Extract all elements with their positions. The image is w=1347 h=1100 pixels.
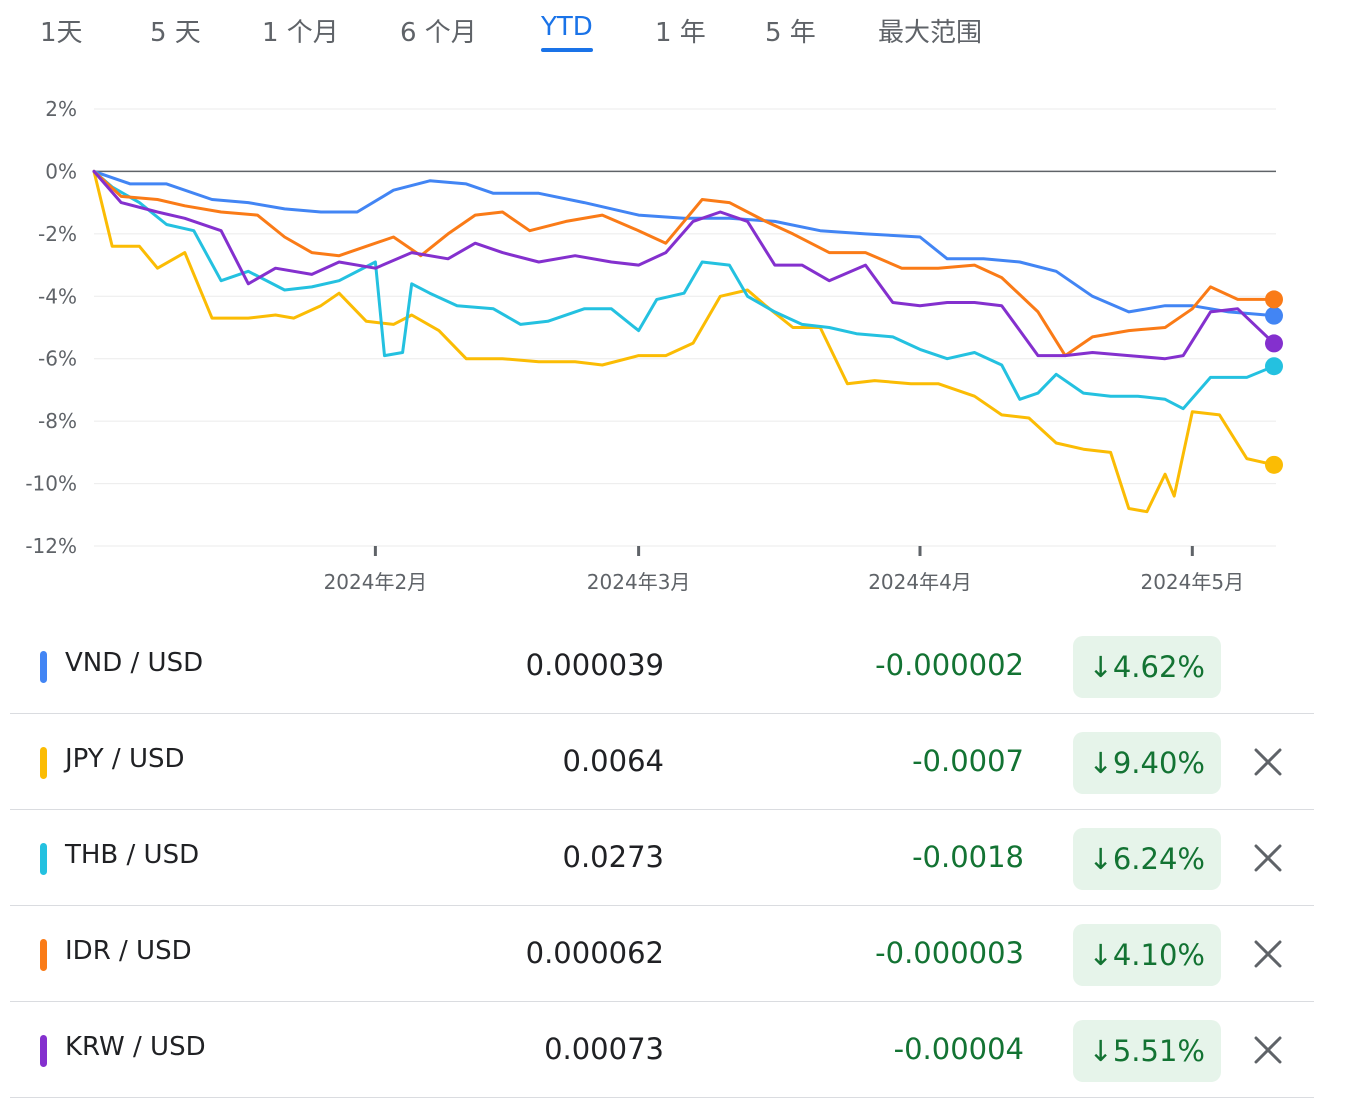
y-tick-label: -4% (38, 284, 77, 308)
percent-change-badge: ↓9.40% (1072, 732, 1221, 794)
change-value: -0.0018 (912, 840, 1024, 874)
x-tick-label: 2024年3月 (587, 570, 691, 594)
time-range-tabs: 1天 5 天 1 个月 6 个月 YTD 1 年 5 年 最大范围 (0, 0, 1347, 60)
percent-change-value: 5.51% (1112, 1034, 1205, 1068)
y-tick-label: -6% (38, 347, 77, 371)
series-line-1 (92, 169, 1276, 514)
series-end-point-4 (1265, 334, 1283, 353)
x-tick-label: 2024年4月 (868, 570, 972, 594)
currency-pair-label: IDR / USD (65, 936, 192, 966)
series-line-0 (92, 169, 1276, 318)
y-tick-label: 2% (45, 97, 77, 121)
series-line-3 (92, 169, 1276, 358)
series-color-swatch (40, 843, 47, 875)
remove-icon[interactable] (1250, 840, 1286, 876)
currency-pair-label: THB / USD (65, 840, 200, 870)
series-line-4 (92, 169, 1276, 361)
series-end-point-1 (1265, 455, 1283, 474)
change-value: -0.0007 (912, 744, 1024, 778)
currency-row[interactable]: JPY / USD 0.0064 -0.0007 ↓9.40% (10, 714, 1314, 810)
tab-6[interactable]: 5 年 (765, 18, 816, 48)
currency-pair-label: KRW / USD (65, 1032, 206, 1062)
active-tab-indicator (541, 48, 593, 52)
currency-pair-label: VND / USD (65, 648, 204, 678)
line-chart: 2% 0% -2% -4% -6% -8% -10% -12% 2024年2月 2024年3月 2… (25, 97, 1283, 594)
currency-row[interactable]: IDR / USD 0.000062 -0.000003 ↓4.10% (10, 906, 1314, 1002)
y-tick-label: -12% (25, 534, 77, 558)
currency-pair-label: JPY / USD (65, 744, 185, 774)
y-tick-label: 0% (45, 159, 77, 183)
percent-change-badge: ↓4.10% (1072, 924, 1221, 986)
series-color-swatch (40, 939, 47, 971)
y-tick-label: -8% (38, 409, 77, 433)
series-line-2 (92, 169, 1276, 411)
tab-1[interactable]: 5 天 (150, 18, 201, 48)
series-end-point-3 (1265, 290, 1283, 309)
arrow-down-icon: ↓ (1088, 938, 1113, 972)
series-end-point-0 (1265, 306, 1283, 325)
y-tick-label: -10% (25, 472, 77, 496)
change-value: -0.000003 (875, 936, 1024, 970)
tab-4[interactable]: YTD (541, 12, 593, 42)
change-value: -0.000002 (875, 648, 1024, 682)
percent-change-value: 9.40% (1112, 746, 1205, 780)
percent-change-badge: ↓6.24% (1072, 828, 1221, 890)
remove-icon[interactable] (1250, 744, 1286, 780)
tab-0[interactable]: 1天 (40, 18, 83, 48)
tab-2[interactable]: 1 个月 (262, 18, 339, 48)
remove-icon[interactable] (1250, 1032, 1286, 1068)
price-value: 0.000062 (525, 936, 664, 970)
tab-5[interactable]: 1 年 (655, 18, 706, 48)
percent-change-badge: ↓4.62% (1072, 636, 1221, 698)
percent-change-value: 4.10% (1112, 938, 1205, 972)
price-value: 0.000039 (525, 648, 664, 682)
series-end-point-2 (1265, 357, 1283, 376)
percent-change-value: 6.24% (1112, 842, 1205, 876)
series-color-swatch (40, 1035, 47, 1067)
tab-7[interactable]: 最大范围 (878, 18, 983, 48)
tab-3[interactable]: 6 个月 (400, 18, 477, 48)
y-tick-label: -2% (38, 222, 77, 246)
price-value: 0.0064 (562, 744, 664, 778)
remove-icon[interactable] (1250, 936, 1286, 972)
x-tick-label: 2024年5月 (1140, 570, 1244, 594)
price-value: 0.00073 (544, 1032, 664, 1066)
x-tick-label: 2024年2月 (324, 570, 428, 594)
series-color-swatch (40, 651, 47, 683)
currency-pair-list: VND / USD 0.000039 -0.000002 ↓4.62% JPY / US… (10, 618, 1314, 1098)
series-color-swatch (40, 747, 47, 779)
percent-change-badge: ↓5.51% (1072, 1020, 1221, 1082)
percent-change-value: 4.62% (1112, 650, 1205, 684)
currency-row[interactable]: VND / USD 0.000039 -0.000002 ↓4.62% (10, 618, 1314, 714)
change-value: -0.00004 (893, 1032, 1024, 1066)
arrow-down-icon: ↓ (1088, 842, 1113, 876)
price-value: 0.0273 (562, 840, 664, 874)
currency-row[interactable]: THB / USD 0.0273 -0.0018 ↓6.24% (10, 810, 1314, 906)
currency-row[interactable]: KRW / USD 0.00073 -0.00004 ↓5.51% (10, 1002, 1314, 1098)
arrow-down-icon: ↓ (1088, 746, 1113, 780)
arrow-down-icon: ↓ (1088, 1034, 1113, 1068)
arrow-down-icon: ↓ (1088, 650, 1113, 684)
